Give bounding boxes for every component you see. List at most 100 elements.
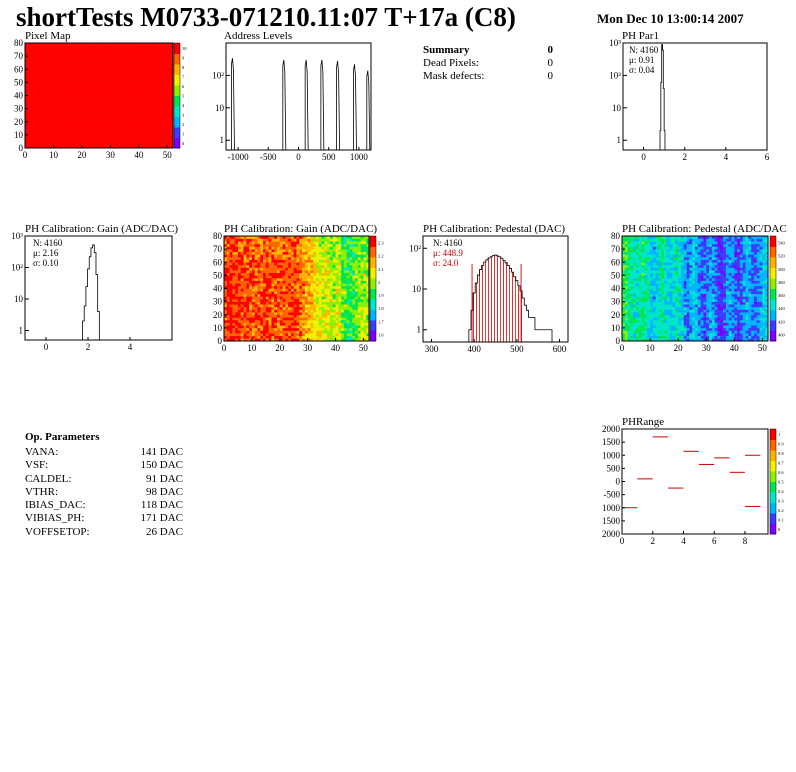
x-tick-label: 0 bbox=[44, 342, 49, 352]
heatmap-cell bbox=[641, 325, 645, 329]
heatmap-cell bbox=[93, 103, 97, 107]
heatmap-cell bbox=[240, 275, 244, 279]
heatmap-cell bbox=[44, 58, 49, 62]
colorbar-cell bbox=[174, 56, 180, 60]
heatmap-cell bbox=[335, 312, 339, 316]
heatmap-cell bbox=[232, 267, 236, 271]
heatmap-cell bbox=[282, 283, 286, 287]
colorbar-cell bbox=[370, 314, 376, 318]
colorbar-cell bbox=[174, 103, 180, 107]
heatmap-cell bbox=[67, 87, 71, 91]
heatmap-cell bbox=[141, 48, 145, 52]
heatmap-cell bbox=[25, 137, 29, 141]
heatmap-cell bbox=[136, 103, 140, 107]
heatmap-cell bbox=[338, 238, 342, 242]
heatmap-cell bbox=[224, 257, 228, 260]
heatmap-cell bbox=[161, 127, 165, 130]
heatmap-cell bbox=[341, 257, 345, 260]
heatmap-cell bbox=[243, 299, 247, 302]
heatmap-cell bbox=[93, 116, 97, 120]
colorbar-cell bbox=[174, 74, 180, 78]
heatmap-cell bbox=[235, 249, 239, 253]
heatmap-cell bbox=[243, 280, 247, 284]
heatmap-cell bbox=[274, 238, 278, 242]
heatmap-cell bbox=[321, 291, 325, 295]
heatmap-cell bbox=[318, 278, 322, 281]
heatmap-cell bbox=[25, 87, 29, 91]
heatmap-cell bbox=[349, 238, 353, 242]
heatmap-cell bbox=[25, 103, 29, 107]
heatmap-cell bbox=[164, 53, 168, 57]
heatmap-cell bbox=[167, 66, 171, 70]
heatmap-cell bbox=[229, 338, 233, 342]
heatmap-cell bbox=[96, 142, 100, 146]
heatmap-cell bbox=[346, 285, 350, 289]
heatmap-cell bbox=[622, 312, 626, 316]
heatmap-cell bbox=[352, 280, 356, 284]
heatmap-cell bbox=[59, 53, 63, 57]
heatmap-cell bbox=[279, 333, 283, 337]
heatmap-cell bbox=[285, 262, 289, 266]
heatmap-cell bbox=[127, 61, 131, 65]
heatmap-cell bbox=[96, 129, 100, 133]
heatmap-cell bbox=[164, 58, 168, 62]
x-tick-label: 40 bbox=[331, 343, 341, 353]
heatmap-cell bbox=[285, 243, 289, 247]
heatmap-cell bbox=[652, 246, 656, 250]
heatmap-cell bbox=[121, 45, 125, 49]
heatmap-cell bbox=[136, 85, 140, 88]
heatmap-cell bbox=[138, 95, 142, 99]
heatmap-cell bbox=[158, 66, 162, 70]
heatmap-cell bbox=[341, 327, 345, 331]
heatmap-cell bbox=[90, 145, 94, 149]
heatmap-cell bbox=[251, 296, 255, 300]
heatmap-cell bbox=[282, 301, 286, 305]
heatmap-cell bbox=[357, 270, 361, 274]
heatmap-cell bbox=[150, 85, 154, 88]
heatmap-cell bbox=[87, 95, 91, 99]
heatmap-cell bbox=[271, 249, 275, 253]
heatmap-cell bbox=[638, 249, 642, 253]
heatmap-cell bbox=[652, 259, 656, 263]
heatmap-cell bbox=[155, 74, 160, 78]
heatmap-cell bbox=[299, 293, 303, 297]
heatmap-cell bbox=[335, 243, 339, 247]
heatmap-cell bbox=[302, 306, 306, 310]
heatmap-cell bbox=[357, 327, 361, 331]
heatmap-cell bbox=[39, 108, 43, 112]
heatmap-cell bbox=[124, 132, 128, 136]
heatmap-cell bbox=[226, 330, 230, 334]
heatmap-cell bbox=[636, 301, 640, 305]
heatmap-cell bbox=[164, 82, 168, 86]
heatmap-cell bbox=[304, 278, 308, 281]
heatmap-cell bbox=[296, 327, 300, 331]
heatmap-cell bbox=[341, 270, 345, 274]
address-levels-panel: Address Levels -1000 -500 0 500 1000 1 10 10² bbox=[196, 30, 392, 162]
heatmap-cell bbox=[282, 257, 286, 260]
heatmap-cell bbox=[246, 322, 250, 326]
heatmap-cell bbox=[155, 129, 160, 133]
heatmap-cell bbox=[110, 61, 114, 65]
heatmap-cell bbox=[90, 95, 94, 99]
fit-fill bbox=[473, 292, 476, 342]
summary-heading: Summary bbox=[423, 44, 470, 56]
heatmap-cell bbox=[366, 278, 370, 281]
heatmap-cell bbox=[288, 278, 292, 281]
panel-title: PH Calibration: Gain (ADC/DAC) bbox=[224, 223, 378, 235]
heatmap-cell bbox=[47, 95, 51, 99]
heatmap-cell bbox=[627, 299, 631, 302]
heatmap-cell bbox=[355, 267, 359, 271]
heatmap-cell bbox=[257, 285, 261, 289]
heatmap-cell bbox=[622, 241, 626, 245]
heatmap-cell bbox=[84, 79, 88, 83]
heatmap-cell bbox=[56, 71, 60, 75]
heatmap-cell bbox=[155, 106, 160, 109]
heatmap-cell bbox=[30, 92, 34, 96]
heatmap-cell bbox=[263, 327, 267, 331]
heatmap-cell bbox=[107, 116, 111, 120]
heatmap-cell bbox=[285, 283, 289, 287]
heatmap-cell bbox=[644, 320, 648, 323]
heatmap-cell bbox=[299, 241, 303, 245]
heatmap-cell bbox=[299, 299, 303, 302]
heatmap-cell bbox=[107, 74, 111, 78]
